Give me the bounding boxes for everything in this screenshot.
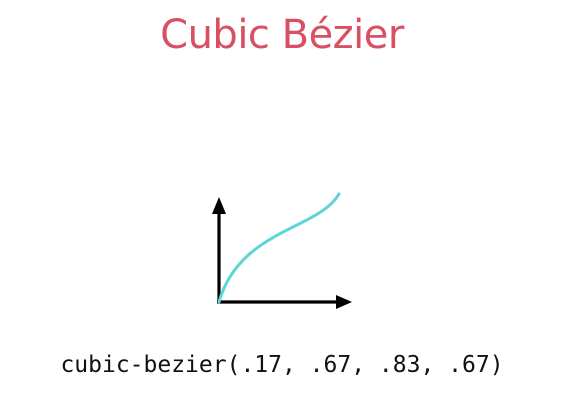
y-axis-arrow-icon [212, 197, 226, 214]
easing-curve [217, 192, 341, 304]
easing-function-label: cubic-bezier(.17, .67, .83, .67) [60, 352, 504, 378]
easing-curve-diagram [212, 192, 352, 309]
page-title: Cubic Bézier [160, 12, 404, 58]
x-axis-arrow-icon [336, 295, 352, 309]
